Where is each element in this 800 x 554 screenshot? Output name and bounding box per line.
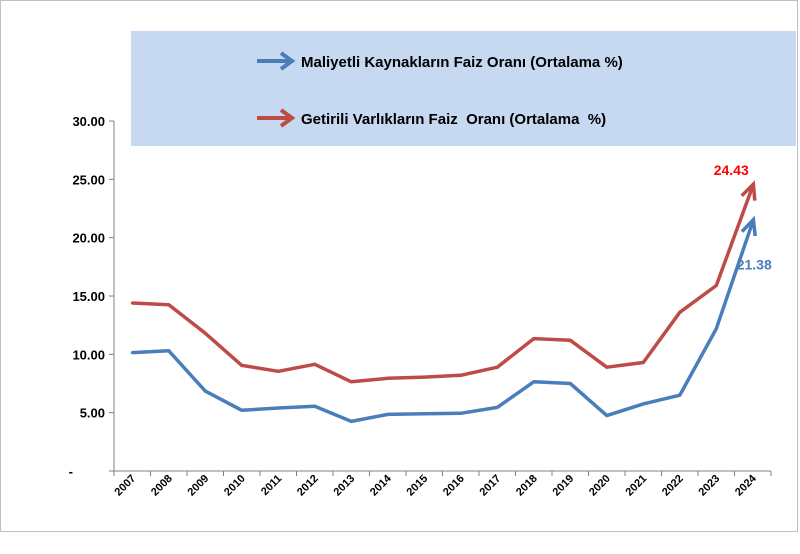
- series-1-point: [349, 419, 353, 423]
- series-2-point: [422, 375, 426, 379]
- series-2-point: [349, 380, 353, 384]
- legend-entry-1: Maliyetli Kaynakların Faiz Oranı (Ortala…: [257, 51, 623, 71]
- series-lines: [130, 180, 757, 424]
- x-tick-label: 2022: [660, 473, 686, 499]
- series-1-point: [605, 414, 609, 418]
- series-1-point: [422, 412, 426, 416]
- series-2-point: [605, 365, 609, 369]
- x-tick-label: 2007: [113, 473, 139, 499]
- data-label-series-1: 21.38: [737, 257, 772, 273]
- series-2-point: [276, 369, 280, 373]
- series-2-point: [495, 365, 499, 369]
- series-1-point: [167, 349, 171, 353]
- x-tick-label: 2024: [733, 472, 759, 498]
- y-tick-label: 10.00: [72, 347, 105, 362]
- x-tick-label: 2013: [332, 473, 358, 499]
- y-tick-label: 20.00: [72, 231, 105, 246]
- series-2-point: [313, 362, 317, 366]
- x-tick-label: 2020: [587, 473, 613, 499]
- series-2-point: [459, 373, 463, 377]
- series-1-point: [276, 406, 280, 410]
- series-1-point: [203, 389, 207, 393]
- chart-frame: Maliyetli Kaynakların Faiz Oranı (Ortala…: [0, 0, 798, 532]
- x-tick-label: 2012: [295, 473, 321, 499]
- series-line-2: [132, 185, 755, 384]
- series-2-point: [386, 376, 390, 380]
- series-2-point: [130, 301, 134, 305]
- legend-arrowhead-1: [279, 51, 296, 71]
- x-tick-label: 2016: [441, 473, 467, 499]
- data-labels: 21.38 24.43: [714, 162, 772, 273]
- x-tick-label: 2018: [514, 473, 540, 499]
- series-1-point: [714, 327, 718, 331]
- x-tick-label: 2009: [186, 473, 212, 499]
- series-1-point: [532, 380, 536, 384]
- legend-arrowhead-2: [279, 108, 296, 128]
- series-2-point: [532, 337, 536, 341]
- series-arrowhead-1: [740, 215, 757, 237]
- legend-label-2: Getirili Varlıkların Faiz Oranı (Ortalam…: [301, 111, 606, 128]
- series-1-point: [386, 412, 390, 416]
- series-line-1: [132, 221, 755, 424]
- y-tick-label: 30.00: [72, 114, 105, 129]
- y-tick-label: 25.00: [72, 172, 105, 187]
- series-1-point: [495, 405, 499, 409]
- series-2-point: [568, 338, 572, 342]
- series-2-point: [641, 361, 645, 364]
- y-tick-label: 15.00: [72, 289, 105, 304]
- legend: Maliyetli Kaynakların Faiz Oranı (Ortala…: [131, 31, 796, 146]
- x-tick-label: 2014: [368, 472, 394, 498]
- series-1-point: [240, 408, 244, 412]
- x-tick-label: 2023: [697, 473, 723, 499]
- series-2-point: [240, 363, 244, 367]
- series-2-point: [751, 184, 755, 188]
- series-1-point: [459, 411, 463, 415]
- x-tick-label: 2010: [222, 473, 248, 499]
- series-2-point: [203, 331, 207, 335]
- series-1-point: [678, 393, 682, 397]
- x-tick-label: 2011: [259, 473, 284, 498]
- y-axis-ticks: - 5.00 10.00 15.00 20.00 25.00 30.00: [69, 114, 114, 479]
- series-1-point: [568, 382, 572, 385]
- series-1-point: [751, 220, 755, 224]
- data-label-series-2: 24.43: [714, 162, 749, 178]
- x-tick-label: 2021: [624, 473, 650, 499]
- x-tick-label: 2017: [478, 473, 504, 499]
- series-2-point: [167, 303, 171, 307]
- series-1-point: [641, 402, 645, 406]
- x-axis-ticks: 2007 2008 2009 2010 2011 2012 2013 2014 2015 2016…: [113, 471, 772, 499]
- series-2-point: [678, 310, 682, 314]
- y-tick-label: 5.00: [80, 406, 105, 421]
- line-chart: Maliyetli Kaynakların Faiz Oranı (Ortala…: [69, 31, 796, 499]
- legend-background: [131, 31, 796, 146]
- y-tick-label: -: [69, 464, 73, 479]
- series-arrowhead-2: [740, 180, 757, 201]
- legend-entry-2: Getirili Varlıkların Faiz Oranı (Ortalam…: [257, 108, 606, 128]
- series-1-point: [130, 351, 134, 355]
- x-tick-label: 2008: [149, 473, 175, 499]
- x-tick-label: 2015: [405, 473, 431, 499]
- series-2-point: [714, 284, 718, 287]
- legend-label-1: Maliyetli Kaynakların Faiz Oranı (Ortala…: [301, 54, 623, 71]
- x-tick-label: 2019: [551, 473, 577, 499]
- series-1-point: [313, 404, 317, 408]
